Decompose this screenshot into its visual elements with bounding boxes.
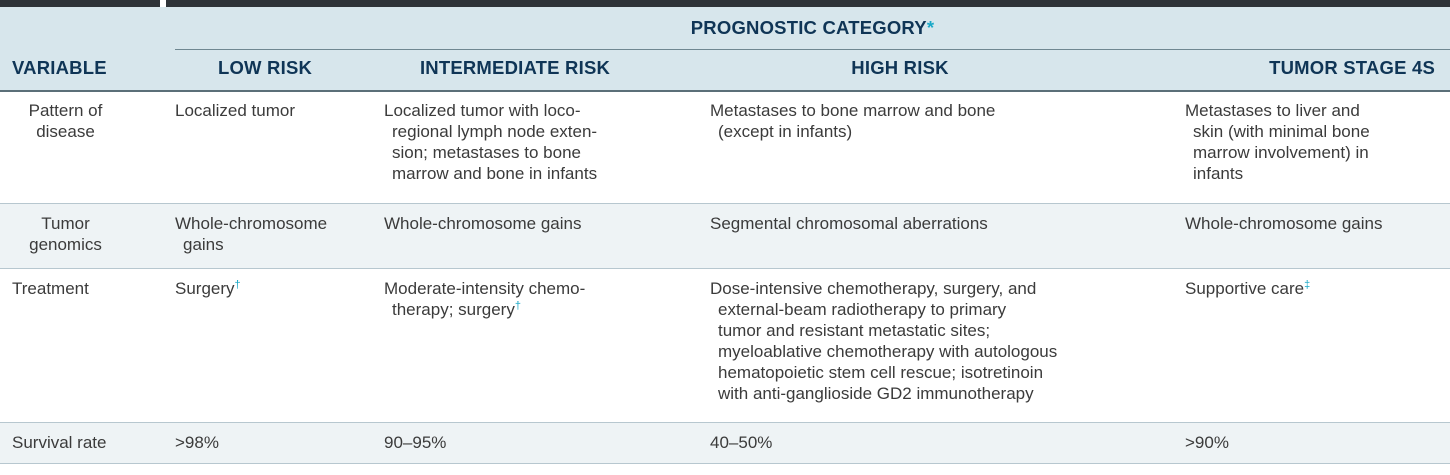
- column-header-tumor-stage-4s: TUMOR STAGE 4S: [1269, 57, 1435, 78]
- cell-line: (except in infants): [718, 122, 853, 141]
- category-footnote-mark: *: [926, 17, 935, 38]
- row-divider: [0, 268, 1450, 269]
- cell-line: external-beam radiotherapy to primary: [718, 300, 1007, 319]
- category-underline: [175, 49, 1450, 50]
- column-header-variable: VARIABLE: [12, 57, 107, 78]
- cell-survival-low: >98%: [175, 433, 219, 452]
- row-label-survival-rate: Survival rate: [12, 433, 107, 452]
- column-header-low-risk: LOW RISK: [217, 57, 313, 78]
- cell-treatment-high: Dose-intensive chemotherapy, surgery, an…: [710, 278, 1180, 404]
- cell-line: Moderate-intensity chemo-: [384, 279, 586, 298]
- cell-genomics-stage4s: Whole-chromosome gains: [1185, 214, 1383, 233]
- cell-line: therapy; surgery†: [384, 299, 674, 320]
- category-label: PROGNOSTIC CATEGORY: [690, 17, 927, 38]
- cell-line: Metastases to liver and: [1185, 101, 1360, 120]
- prognostic-table: PROGNOSTIC CATEGORY * VARIABLE LOW RISK I…: [0, 7, 1450, 475]
- row-label-line: genomics: [29, 235, 102, 254]
- cell-line: regional lymph node exten-: [392, 122, 598, 141]
- table-row-treatment: Treatment Surgery† Moderate-intensity ch…: [0, 269, 1450, 422]
- cell-treatment-intermediate: Moderate-intensity chemo- therapy; surge…: [384, 278, 674, 320]
- cell-text: Supportive care: [1185, 279, 1305, 298]
- dagger-footnote-mark: †: [514, 300, 521, 312]
- cell-line: hematopoietic stem cell rescue; isotreti…: [718, 363, 1044, 382]
- row-divider: [0, 463, 1450, 464]
- row-label-treatment: Treatment: [12, 279, 89, 298]
- cell-line: myeloablative chemotherapy with autologo…: [718, 342, 1058, 361]
- cell-survival-stage4s: >90%: [1185, 433, 1229, 452]
- cell-line: infants: [1193, 164, 1244, 183]
- cell-line: Localized tumor with loco-: [384, 101, 581, 120]
- top-border-gap: [160, 0, 166, 7]
- row-label-tumor-genomics: Tumor genomics: [8, 213, 123, 255]
- cell-line: Metastases to bone marrow and bone: [710, 101, 996, 120]
- cell-genomics-low: Whole-chromosome gains: [175, 213, 375, 255]
- cell-survival-high: 40–50%: [710, 433, 773, 452]
- row-divider: [0, 422, 1450, 423]
- cell-text: therapy; surgery: [392, 300, 515, 319]
- row-label-line: Tumor: [41, 214, 90, 233]
- cell-line: marrow involvement) in: [1193, 143, 1369, 162]
- cell-line: gains: [183, 235, 224, 254]
- cell-survival-intermediate: 90–95%: [384, 433, 447, 452]
- table-row-survival-rate: Survival rate >98% 90–95% 40–50% >90%: [0, 423, 1450, 463]
- cell-pattern-stage4s: Metastases to liver and skin (with minim…: [1185, 100, 1445, 184]
- cell-genomics-high: Segmental chromosomal aberrations: [710, 214, 988, 233]
- cell-pattern-high: Metastases to bone marrow and bone (exce…: [710, 100, 1150, 142]
- double-dagger-footnote-mark: ‡: [1304, 279, 1311, 291]
- row-label-line: disease: [36, 122, 95, 141]
- cell-pattern-intermediate: Localized tumor with loco- regional lymp…: [384, 100, 674, 184]
- table-row-tumor-genomics: Tumor genomics Whole-chromosome gains Wh…: [0, 204, 1450, 268]
- row-label-line: Pattern of: [28, 101, 103, 120]
- column-header-high-risk: HIGH RISK: [851, 57, 949, 78]
- cell-line: sion; metastases to bone: [392, 143, 582, 162]
- cell-treatment-stage4s: Supportive care‡: [1185, 278, 1445, 299]
- cell-text: Surgery: [175, 279, 235, 298]
- cell-genomics-intermediate: Whole-chromosome gains: [384, 214, 582, 233]
- cell-line: Dose-intensive chemotherapy, surgery, an…: [710, 279, 1037, 298]
- row-label-pattern-of-disease: Pattern of disease: [8, 100, 123, 142]
- prognostic-category-heading: PROGNOSTIC CATEGORY *: [175, 7, 1450, 49]
- cell-line: skin (with minimal bone: [1193, 122, 1370, 141]
- cell-pattern-low: Localized tumor: [175, 101, 296, 120]
- cell-line: with anti-ganglioside GD2 immunotherapy: [718, 384, 1034, 403]
- dagger-footnote-mark: †: [234, 279, 241, 291]
- row-divider: [0, 203, 1450, 204]
- cell-line: marrow and bone in infants: [392, 164, 598, 183]
- table-row-pattern-of-disease: Pattern of disease Localized tumor Local…: [0, 92, 1450, 203]
- header-bottom-rule: [0, 90, 1450, 92]
- column-header-intermediate-risk: INTERMEDIATE RISK: [419, 57, 611, 78]
- cell-line: Whole-chromosome: [175, 214, 328, 233]
- top-border-bar: [0, 0, 1450, 7]
- cell-line: tumor and resistant metastatic sites;: [718, 321, 991, 340]
- cell-treatment-low: Surgery†: [175, 278, 365, 299]
